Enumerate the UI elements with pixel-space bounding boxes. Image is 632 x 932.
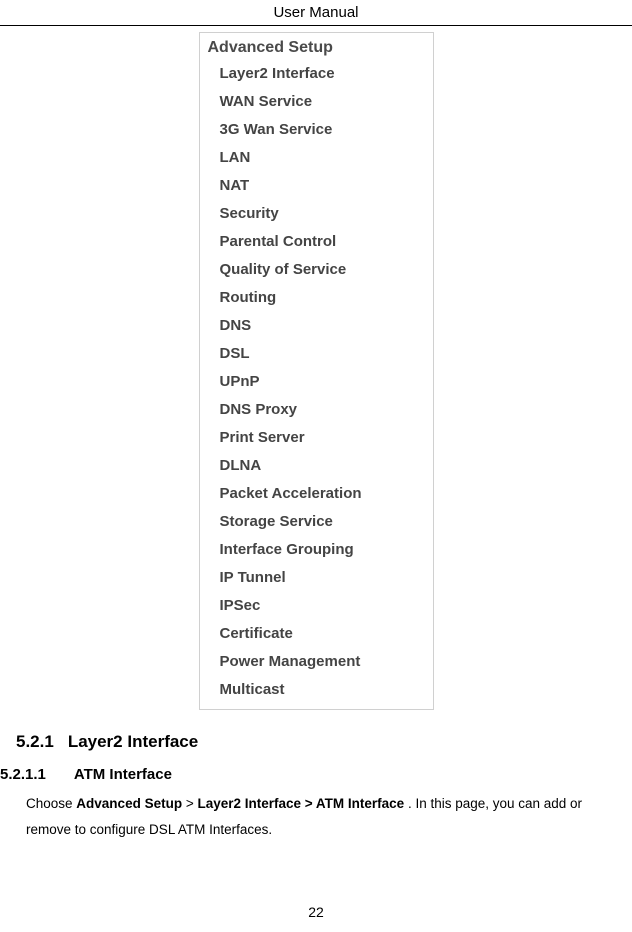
menu-item-print-server[interactable]: Print Server — [206, 423, 427, 451]
menu-item-multicast[interactable]: Multicast — [206, 675, 427, 703]
header-title: User Manual — [273, 4, 358, 21]
menu-item-security[interactable]: Security — [206, 199, 427, 227]
page-header: User Manual — [0, 0, 632, 25]
text-mid: > — [182, 796, 197, 811]
instruction-paragraph: Choose Advanced Setup > Layer2 Interface… — [0, 789, 632, 842]
text-bold-advanced-setup: Advanced Setup — [76, 796, 182, 811]
menu-item-routing[interactable]: Routing — [206, 283, 427, 311]
menu-item-dsl[interactable]: DSL — [206, 339, 427, 367]
menu-item-dns[interactable]: DNS — [206, 311, 427, 339]
menu-title: Advanced Setup — [206, 37, 427, 59]
menu-item-quality-of-service[interactable]: Quality of Service — [206, 255, 427, 283]
menu-item-lan[interactable]: LAN — [206, 143, 427, 171]
menu-item-interface-grouping[interactable]: Interface Grouping — [206, 535, 427, 563]
subsection-number: 5.2.1.1 — [0, 766, 46, 783]
text-pre: Choose — [26, 796, 76, 811]
menu-item-parental-control[interactable]: Parental Control — [206, 227, 427, 255]
menu-item-ip-tunnel[interactable]: IP Tunnel — [206, 563, 427, 591]
menu-item-nat[interactable]: NAT — [206, 171, 427, 199]
section-5-2-1-1-heading: 5.2.1.1 ATM Interface — [0, 758, 632, 789]
menu-item-3g-wan-service[interactable]: 3G Wan Service — [206, 115, 427, 143]
section-5-2-1-heading: 5.2.1 Layer2 Interface — [0, 720, 632, 758]
menu-item-wan-service[interactable]: WAN Service — [206, 87, 427, 115]
menu-item-power-management[interactable]: Power Management — [206, 647, 427, 675]
menu-item-storage-service[interactable]: Storage Service — [206, 507, 427, 535]
menu-item-certificate[interactable]: Certificate — [206, 619, 427, 647]
advanced-setup-menu: Advanced Setup Layer2 Interface WAN Serv… — [199, 32, 434, 710]
text-bold-path: Layer2 Interface > ATM Interface — [197, 796, 404, 811]
menu-item-upnp[interactable]: UPnP — [206, 367, 427, 395]
menu-item-dns-proxy[interactable]: DNS Proxy — [206, 395, 427, 423]
menu-item-ipsec[interactable]: IPSec — [206, 591, 427, 619]
menu-item-packet-acceleration[interactable]: Packet Acceleration — [206, 479, 427, 507]
page-number: 22 — [0, 904, 632, 920]
menu-item-layer2-interface[interactable]: Layer2 Interface — [206, 59, 427, 87]
subsection-title: ATM Interface — [74, 766, 172, 783]
section-number: 5.2.1 — [16, 732, 54, 751]
menu-item-dlna[interactable]: DLNA — [206, 451, 427, 479]
header-rule — [0, 25, 632, 26]
section-title: Layer2 Interface — [68, 732, 198, 751]
